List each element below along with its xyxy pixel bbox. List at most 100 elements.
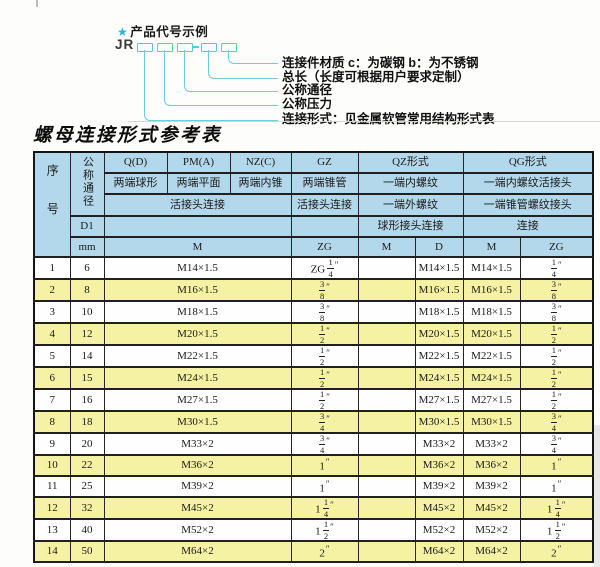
column-header-nz: NZ(C) xyxy=(229,151,292,174)
table-row: 5 14 M22×1.5 1 2 ″ M22×1.5 M22×1.5 1 2 ″ xyxy=(33,344,594,368)
seq-cell: 9 xyxy=(33,432,71,456)
table-row: 13 40 M52×2 1 1 2 ″ M52×2 M52×2 1 1 2 ″ xyxy=(33,518,594,542)
scan-hairline xyxy=(128,121,600,122)
qg-m-cell: M16×1.5 xyxy=(462,278,521,302)
dn-cell: 40 xyxy=(69,518,105,542)
header-blank-left xyxy=(103,215,292,238)
qg-zg-cell: 3 8 ″ xyxy=(519,278,594,302)
unit-qz-d: D xyxy=(414,236,464,258)
qg-zg-cell: 3 4 ″ xyxy=(519,432,594,456)
qg-m-cell: M45×2 xyxy=(462,496,521,520)
table-row: 11 25 M39×2 1″ M39×2 M39×2 1″ xyxy=(33,475,594,498)
dn-cell: 22 xyxy=(69,454,105,477)
table-row: 6 15 M24×1.5 1 2 ″ M24×1.5 M24×1.5 1 2 ″ xyxy=(33,366,594,390)
qg-zg-cell: 3 4 ″ xyxy=(519,410,594,434)
zg-value-cell: 1 2 ″ xyxy=(290,366,359,390)
m-value-cell: M22×1.5 xyxy=(103,344,292,368)
unit-qg-m: M xyxy=(462,236,521,258)
zg-value-cell: 3 4 ″ xyxy=(290,410,359,434)
subheader-gz-2: 活接头连接 xyxy=(290,193,359,217)
subheader-qz-3: 球形接头连接 xyxy=(357,215,464,238)
qz-d-cell: M64×2 xyxy=(414,540,464,563)
seq-cell: 8 xyxy=(33,410,71,434)
page-title: 螺母连接形式参考表 xyxy=(33,126,223,146)
qz-m-cell xyxy=(357,454,416,477)
table-body: 1 6 M14×1.5 ZG 1 4 ″ M14×1.5 M14×1.5 1 4 ″ 2 8 M16×1.… xyxy=(33,256,594,563)
unit-qg-zg: ZG xyxy=(519,236,594,258)
zg-value-cell: ZG 1 4 ″ xyxy=(290,256,359,280)
seq-cell: 4 xyxy=(33,322,71,346)
table-row: 14 50 M64×2 2″ M64×2 M64×2 2″ xyxy=(33,540,594,563)
qz-m-cell xyxy=(357,388,416,412)
diagram-label-connection: 连接形式：见金属软管常用结构形式表 xyxy=(282,112,495,126)
qz-d-cell: M33×2 xyxy=(414,432,464,456)
header-d1: D1 xyxy=(69,215,105,238)
qg-m-cell: M33×2 xyxy=(462,432,521,456)
dn-cell: 12 xyxy=(69,322,105,346)
unit-qz-m: M xyxy=(357,236,416,258)
connector-line xyxy=(144,50,278,121)
star-icon: ★ xyxy=(117,25,129,39)
qz-d-cell: M39×2 xyxy=(414,475,464,498)
m-value-cell: M64×2 xyxy=(103,540,292,563)
qz-d-cell: M27×1.5 xyxy=(414,388,464,412)
qg-m-cell: M22×1.5 xyxy=(462,344,521,368)
dn-cell: 15 xyxy=(69,366,105,390)
qz-d-cell: M20×1.5 xyxy=(414,322,464,346)
qg-zg-cell: 1″ xyxy=(519,475,594,498)
dn-cell: 6 xyxy=(69,256,105,280)
zg-value-cell: 1 2 ″ xyxy=(290,388,359,412)
table-row: 8 18 M30×1.5 3 4 ″ M30×1.5 M30×1.5 3 4 ″ xyxy=(33,410,594,434)
diagram-label-diameter: 公称通径 xyxy=(282,83,333,97)
diagram-label-length: 总长（长度可根据用户要求定制） xyxy=(282,70,470,84)
column-header-gz: GZ xyxy=(290,151,359,174)
zg-value-cell: 1″ xyxy=(290,454,359,477)
product-code-diagram: ★ 产品代号示例 JR 连接件材质 c：为碳钢 b：为不锈钢 总长（长度可根据用户… xyxy=(0,0,600,150)
subheader-qg-2: 一端锥管螺纹接头 xyxy=(462,193,594,217)
qg-zg-cell: 2″ xyxy=(519,540,594,563)
subheader-gz: 两端锥管 xyxy=(290,172,359,195)
qg-m-cell: M39×2 xyxy=(462,475,521,498)
qg-zg-cell: 1 4 ″ xyxy=(519,256,594,280)
m-value-cell: M39×2 xyxy=(103,475,292,498)
m-value-cell: M33×2 xyxy=(103,432,292,456)
qg-m-cell: M14×1.5 xyxy=(462,256,521,280)
dn-vertical-text: 公称通径 xyxy=(81,156,94,209)
column-header-qz: QZ形式 xyxy=(357,151,464,174)
m-value-cell: M20×1.5 xyxy=(103,322,292,346)
dn-cell: 8 xyxy=(69,278,105,302)
subheader-union-joint: 活接头连接 xyxy=(103,193,292,217)
qz-d-cell: M18×1.5 xyxy=(414,300,464,324)
qg-m-cell: M18×1.5 xyxy=(462,300,521,324)
diagram-heading-text: 产品代号示例 xyxy=(130,25,209,39)
qg-zg-cell: 1 2 ″ xyxy=(519,388,594,412)
m-value-cell: M52×2 xyxy=(103,518,292,542)
m-value-cell: M36×2 xyxy=(103,454,292,477)
qz-m-cell xyxy=(357,540,416,563)
zg-value-cell: 2″ xyxy=(290,540,359,563)
seq-cell: 5 xyxy=(33,344,71,368)
zg-value-cell: 3 8 ″ xyxy=(290,300,359,324)
code-dash xyxy=(193,46,199,48)
reference-table: 序号 公称通径 Q(D) PM(A) NZ(C) GZ QZ形式 QG形式 两端… xyxy=(33,151,595,564)
table-row: 9 20 M33×2 3 4 ″ M33×2 M33×2 3 4 ″ xyxy=(33,432,594,456)
qz-m-cell xyxy=(357,518,416,542)
m-value-cell: M14×1.5 xyxy=(103,256,292,280)
subheader-nz: 两端内锥 xyxy=(229,172,292,195)
subheader-qz-1: 一端内螺纹 xyxy=(357,172,464,195)
m-value-cell: M24×1.5 xyxy=(103,366,292,390)
qg-m-cell: M30×1.5 xyxy=(462,410,521,434)
qg-m-cell: M27×1.5 xyxy=(462,388,521,412)
qg-m-cell: M36×2 xyxy=(462,454,521,477)
diagram-label-material: 连接件材质 c：为碳钢 b：为不锈钢 xyxy=(282,56,479,70)
seq-cell: 3 xyxy=(33,300,71,324)
connector-line xyxy=(208,50,278,79)
table-row: 10 22 M36×2 1″ M36×2 M36×2 1″ xyxy=(33,454,594,477)
qz-m-cell xyxy=(357,300,416,324)
qg-zg-cell: 1 2 ″ xyxy=(519,322,594,346)
dn-cell: 10 xyxy=(69,300,105,324)
table-row: 1 6 M14×1.5 ZG 1 4 ″ M14×1.5 M14×1.5 1 4 ″ xyxy=(33,256,594,280)
qz-d-cell: M45×2 xyxy=(414,496,464,520)
seq-cell: 11 xyxy=(33,475,71,498)
zg-value-cell: 1 1 4 ″ xyxy=(290,496,359,520)
